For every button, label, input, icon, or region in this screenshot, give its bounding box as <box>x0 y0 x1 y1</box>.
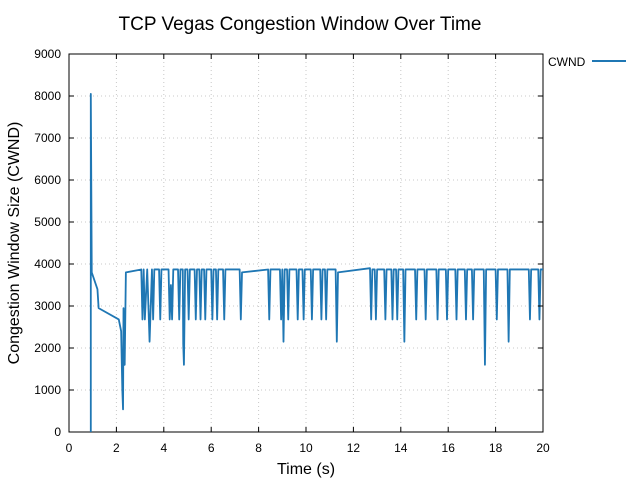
x-tick-label: 14 <box>394 441 408 455</box>
x-tick-label: 12 <box>347 441 361 455</box>
y-tick-label: 1000 <box>34 383 61 397</box>
x-tick-label: 16 <box>442 441 456 455</box>
x-tick-label: 10 <box>299 441 313 455</box>
x-tick-label: 18 <box>489 441 503 455</box>
y-tick-label: 5000 <box>34 215 61 229</box>
y-tick-label: 0 <box>54 425 61 439</box>
y-tick-label: 2000 <box>34 341 61 355</box>
x-tick-label: 8 <box>255 441 262 455</box>
x-tick-label: 2 <box>113 441 120 455</box>
y-axis-label: Congestion Window Size (CWND) <box>6 122 23 365</box>
x-axis-label: Time (s) <box>277 461 335 478</box>
y-tick-label: 6000 <box>34 173 61 187</box>
y-tick-label: 4000 <box>34 257 61 271</box>
series-layer <box>89 93 543 432</box>
x-tick-label: 20 <box>536 441 550 455</box>
y-tick-label: 9000 <box>34 47 61 61</box>
x-tick-label: 4 <box>160 441 167 455</box>
chart-title: TCP Vegas Congestion Window Over Time <box>119 14 482 35</box>
x-tick-label: 6 <box>208 441 215 455</box>
grid-lines <box>69 54 543 432</box>
y-tick-label: 3000 <box>34 299 61 313</box>
series-line-cwnd <box>89 93 543 432</box>
legend-label-cwnd: CWND <box>548 55 586 69</box>
y-tick-label: 7000 <box>34 131 61 145</box>
legend: CWND <box>548 55 626 69</box>
axis-ticks: 0 2 4 6 8 10 12 14 16 18 20 0 1000 2000 3000 4000 5000 60… <box>34 47 550 455</box>
y-tick-label: 8000 <box>34 89 61 103</box>
x-tick-label: 0 <box>66 441 73 455</box>
